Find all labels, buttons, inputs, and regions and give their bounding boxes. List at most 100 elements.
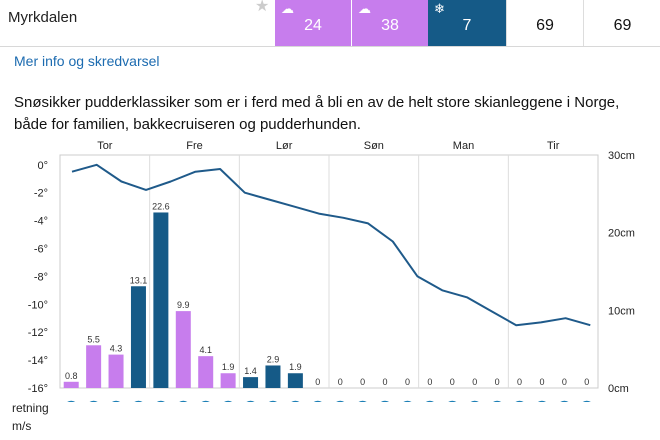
wind-direction-icon xyxy=(89,400,98,402)
snow-bar xyxy=(198,356,214,388)
snow-value-label: 22.6 xyxy=(152,201,170,211)
wind-direction-icon xyxy=(448,400,457,402)
day-label: Fre xyxy=(186,140,203,152)
snow-forecast-value-2: 38 xyxy=(381,17,399,34)
y-right-tick: 10cm xyxy=(608,305,635,317)
snow-value-label: 0 xyxy=(562,377,567,387)
snow-value-label: 0 xyxy=(472,377,477,387)
wind-direction-icon xyxy=(515,400,524,402)
snow-forecast-value-1: 24 xyxy=(304,17,322,34)
snow-value-label: 4.3 xyxy=(110,344,123,354)
y-left-tick: -16° xyxy=(28,383,48,395)
snow-bar xyxy=(243,377,259,388)
cloud-snow-icon: ☁ xyxy=(358,1,371,16)
snow-value-label: 0 xyxy=(338,377,343,387)
cloud-snow-icon: ☁ xyxy=(281,1,294,16)
y-left-tick: -8° xyxy=(34,271,48,283)
wind-direction-icon xyxy=(358,400,367,402)
wind-direction-icon xyxy=(246,400,255,402)
snow-value-label: 9.9 xyxy=(177,300,190,310)
snow-depth-value-2: 69 xyxy=(613,17,632,34)
snowflake-icon: ❄ xyxy=(434,1,445,16)
snow-value-label: 5.5 xyxy=(87,334,100,344)
favorite-star-icon[interactable]: ★ xyxy=(255,0,270,15)
day-label: Tir xyxy=(547,140,560,152)
day-label: Lør xyxy=(276,140,293,152)
new-snow-value: 7 xyxy=(462,17,472,34)
wind-direction-icon xyxy=(313,400,322,402)
snow-value-label: 0 xyxy=(383,377,388,387)
wind-direction-label: retning xyxy=(12,401,49,415)
snow-bar xyxy=(153,212,169,388)
snow-value-label: 0 xyxy=(495,377,500,387)
snow-value-label: 0 xyxy=(517,377,522,387)
resort-row[interactable]: Myrkdalen ★ ☁ 24 ☁ 38 ❄ 7 69 69 xyxy=(0,0,660,47)
day-label: Man xyxy=(453,140,474,152)
snow-depth-value-1: 69 xyxy=(536,17,554,34)
wind-direction-icon xyxy=(537,400,547,402)
snow-value-label: 0.8 xyxy=(65,371,78,381)
y-right-tick: 0cm xyxy=(608,383,629,395)
wind-direction-icon xyxy=(493,400,502,402)
snow-value-label: 4.1 xyxy=(199,345,212,355)
wind-direction-icon xyxy=(268,400,278,402)
wind-direction-icon xyxy=(560,400,569,402)
snow-value-label: 2.9 xyxy=(267,354,280,364)
temperature-line xyxy=(71,163,591,327)
snow-forecast-cell-2: ☁ 38 xyxy=(352,0,428,46)
snow-value-label: 0 xyxy=(360,377,365,387)
wind-direction-icon xyxy=(380,400,390,402)
wind-direction-icon xyxy=(111,400,121,402)
snow-value-label: 1.9 xyxy=(289,362,302,372)
snow-value-label: 0 xyxy=(584,377,589,387)
y-left-tick: -6° xyxy=(34,243,48,255)
y-left-tick: -2° xyxy=(34,188,48,200)
snow-forecast-cell-1: ☁ 24 xyxy=(275,0,351,46)
snow-value-label: 0 xyxy=(405,377,410,387)
wind-direction-icon xyxy=(403,400,412,402)
y-left-tick: -4° xyxy=(34,216,48,228)
snow-depth-cell-1: 69 xyxy=(506,0,583,46)
wind-direction-icon xyxy=(582,400,591,402)
snow-bar xyxy=(130,286,146,388)
weather-chart: Tor Fre Lør Søn Man Tir 0° -2° -4° -6° -8° -10° -12°… xyxy=(28,140,635,402)
wind-direction-icon xyxy=(425,400,434,402)
y-right-tick: 30cm xyxy=(608,150,635,162)
snow-bar xyxy=(86,345,102,388)
snow-bar xyxy=(287,373,303,388)
wind-speed-label: m/s xyxy=(12,419,32,433)
wind-direction-icon xyxy=(291,400,300,402)
wind-direction-icon xyxy=(201,400,210,402)
resort-description: Snøsikker pudderklassiker som er i ferd … xyxy=(14,94,620,133)
snow-bar xyxy=(175,311,191,388)
snow-value-label: 0 xyxy=(539,377,544,387)
y-left-tick: -10° xyxy=(28,299,48,311)
snow-bar xyxy=(265,365,281,388)
day-label: Søn xyxy=(364,140,384,152)
day-label: Tor xyxy=(97,140,113,152)
wind-direction-icon xyxy=(224,400,233,402)
snow-depth-cell-2: 69 xyxy=(583,0,660,46)
snow-value-label: 13.1 xyxy=(130,275,148,285)
y-left-tick: -14° xyxy=(28,355,48,367)
new-snow-cell: ❄ 7 xyxy=(428,0,506,46)
wind-direction-icon xyxy=(156,400,165,402)
more-info-link[interactable]: Mer info og skredvarsel xyxy=(14,53,160,69)
wind-direction-icon xyxy=(67,400,76,402)
resort-name[interactable]: Myrkdalen xyxy=(8,9,78,26)
snow-bar xyxy=(220,373,236,388)
snow-value-label: 1.9 xyxy=(222,362,235,372)
wind-direction-icon xyxy=(179,400,188,402)
y-left-tick: 0° xyxy=(37,160,48,172)
wind-direction-icon xyxy=(470,400,479,402)
wind-direction-icon xyxy=(134,400,143,402)
wind-direction-icon xyxy=(336,400,345,402)
snow-bar xyxy=(63,381,79,388)
snow-bar xyxy=(108,354,124,388)
snow-value-label: 0 xyxy=(450,377,455,387)
snow-value-label: 0 xyxy=(427,377,432,387)
snow-value-label: 0 xyxy=(315,377,320,387)
y-left-tick: -12° xyxy=(28,327,48,339)
snow-value-label: 1.4 xyxy=(244,366,257,376)
y-right-tick: 20cm xyxy=(608,228,635,240)
